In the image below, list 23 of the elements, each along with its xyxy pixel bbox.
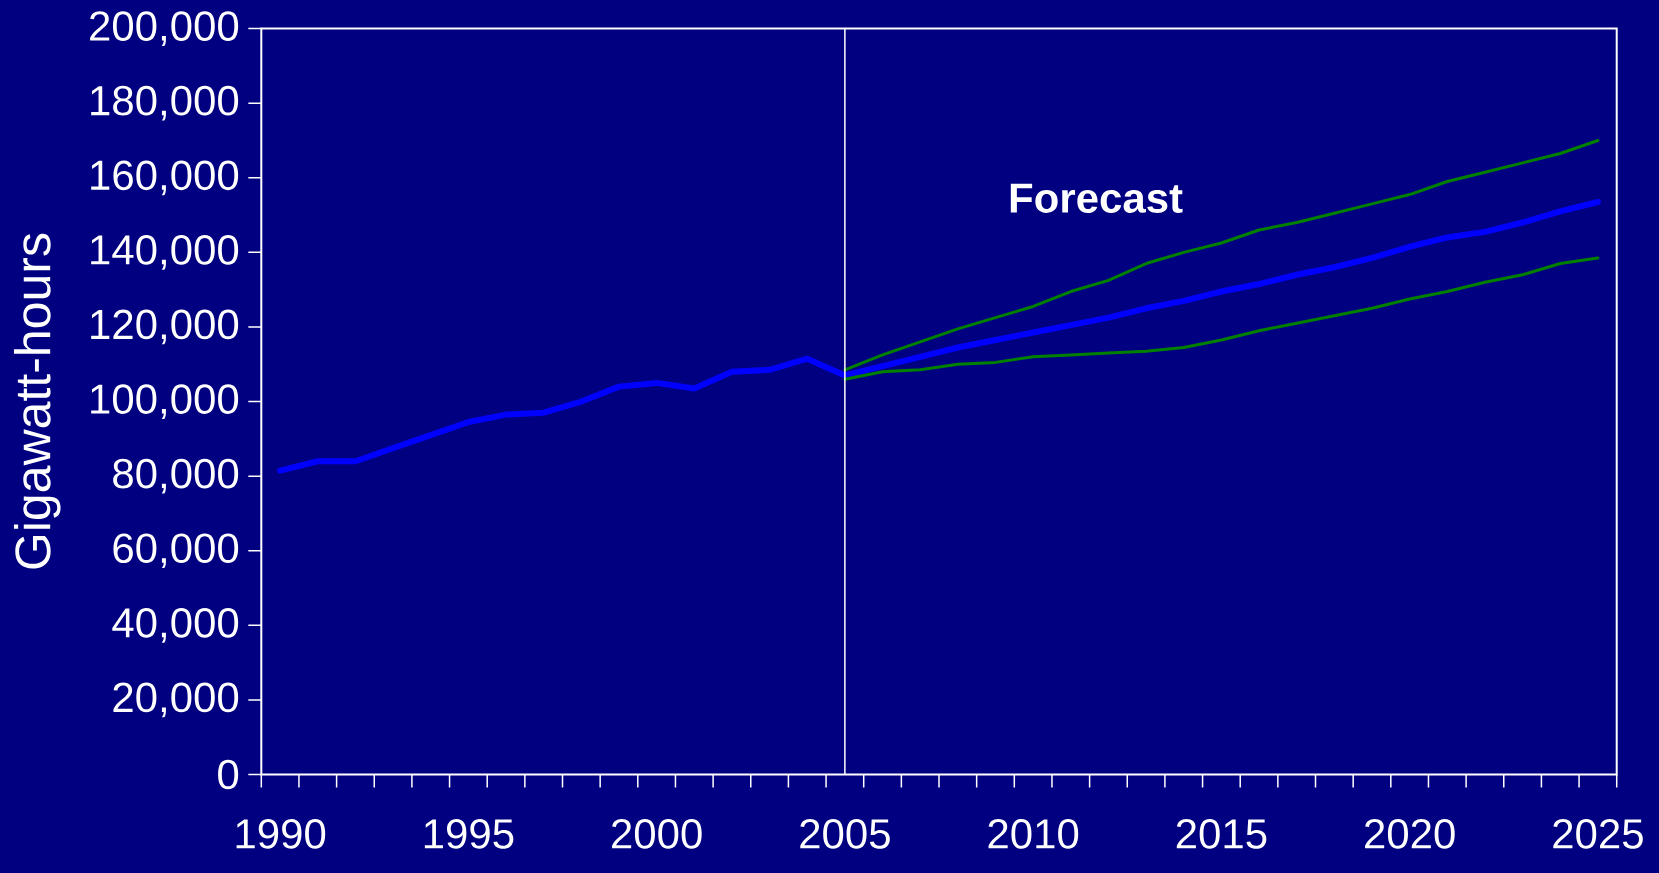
y-tick-label: 40,000 [112, 607, 239, 643]
x-tick-label: 2020 [1365, 819, 1455, 849]
y-tick-label: 160,000 [91, 160, 239, 196]
x-tick-label: 1990 [236, 819, 326, 849]
x-tick-label: 2000 [612, 819, 702, 849]
line-series [843, 138, 1600, 372]
y-tick-label: 200,000 [90, 11, 239, 46]
y-axis-title: Gigawatt-hours [13, 233, 61, 569]
y-tick-label: 0 [218, 759, 239, 790]
x-tick-label: 2015 [1176, 819, 1267, 849]
x-tick-label: 2005 [800, 819, 890, 849]
y-tick-label: 80,000 [113, 458, 239, 494]
y-tick-label: 100,000 [91, 384, 239, 419]
annotation: Forecast [1010, 183, 1183, 213]
x-tick-label: 1995 [424, 819, 514, 849]
y-tick-label: 120,000 [91, 309, 239, 345]
x-tick-label: 2010 [988, 819, 1079, 849]
x-tick-label: 2025 [1553, 819, 1643, 849]
y-tick-label: 60,000 [113, 533, 239, 569]
line-series [843, 256, 1600, 381]
y-tick-label: 20,000 [113, 682, 239, 718]
y-tick-label: 180,000 [91, 85, 239, 121]
y-tick-label: 140,000 [91, 235, 239, 270]
